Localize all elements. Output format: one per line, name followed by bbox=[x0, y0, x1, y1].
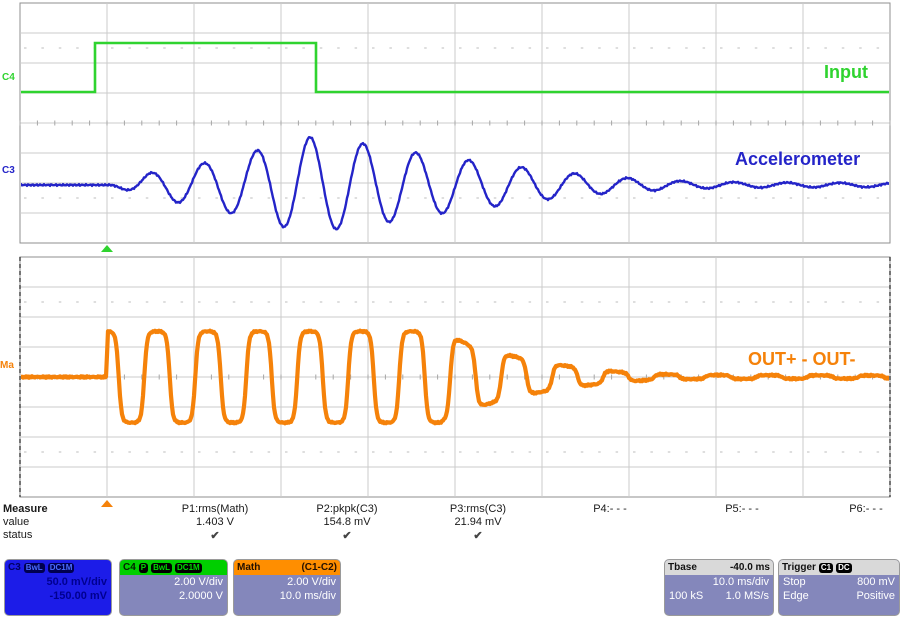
c4-descriptor-box[interactable]: C4 P BwL DC1M 2.00 V/div 2.0000 V bbox=[119, 559, 228, 616]
c4-scale: 2.00 V/div bbox=[174, 576, 223, 588]
c4-descriptor-header: C4 P BwL DC1M bbox=[120, 560, 227, 575]
trigger-level: 800 mV bbox=[857, 576, 895, 588]
measure-status-check: ✔ bbox=[473, 530, 483, 542]
trigger-marker-bottom[interactable] bbox=[101, 500, 113, 507]
measure-value bbox=[801, 516, 904, 529]
output-trace-label: OUT+ - OUT- bbox=[748, 349, 856, 369]
math-source: (C1-C2) bbox=[301, 562, 337, 573]
trigger-name: Trigger bbox=[782, 562, 816, 573]
measure-item-p3[interactable]: P3:rms(C3) 21.94 mV ✔ bbox=[413, 503, 543, 542]
measure-value: 21.94 mV bbox=[454, 516, 502, 528]
trigger-mode: Stop bbox=[783, 576, 806, 588]
measure-label: P5:- - - bbox=[725, 503, 759, 515]
timebase-offset: -40.0 ms bbox=[729, 562, 770, 573]
c4-offset: 2.0000 V bbox=[178, 590, 223, 602]
accelerometer-trace bbox=[21, 136, 889, 231]
timebase-rate: 1.0 MS/s bbox=[725, 590, 769, 602]
measure-value bbox=[545, 516, 675, 529]
c3-offset: -150.00 mV bbox=[49, 590, 107, 602]
channel-tag-c3: C3 bbox=[2, 165, 15, 176]
c3-coupling-badge: DC1M bbox=[47, 562, 75, 573]
c4-channel-name: C4 bbox=[123, 562, 136, 573]
c3-descriptor-header: C3 BwL DC1M bbox=[5, 560, 111, 575]
trigger-mode-row: Stop 800 mV bbox=[779, 575, 899, 589]
trigger-type-row: Edge Positive bbox=[779, 589, 899, 603]
measure-item-p2[interactable]: P2:pkpk(C3) 154.8 mV ✔ bbox=[282, 503, 412, 542]
math-timebase: 10.0 ms/div bbox=[279, 590, 336, 602]
timebase-sampling: 100 kS 1.0 MS/s bbox=[665, 589, 773, 603]
timebase-scale: 10.0 ms/div bbox=[712, 576, 769, 588]
measure-status-check bbox=[545, 529, 675, 542]
measure-status-check: ✔ bbox=[342, 530, 352, 542]
math-descriptor-header: Math (C1-C2) bbox=[234, 560, 340, 575]
trigger-marker-top[interactable] bbox=[101, 245, 113, 252]
measure-value: 1.403 V bbox=[196, 516, 234, 528]
measure-value-row-label: value bbox=[3, 516, 30, 528]
channel-tag-math: Ma bbox=[0, 360, 14, 371]
c4-coupling-badge: DC1M bbox=[175, 562, 202, 573]
math-scale: 2.00 V/div bbox=[287, 576, 336, 588]
measure-status-check bbox=[801, 529, 904, 542]
measure-status-check bbox=[677, 529, 807, 542]
measure-panel: Measure value status P1:rms(Math) 1.403 … bbox=[0, 503, 904, 547]
math-descriptor-box[interactable]: Math (C1-C2) 2.00 V/div 10.0 ms/div bbox=[233, 559, 341, 616]
accelerometer-trace-label: Accelerometer bbox=[735, 149, 861, 169]
trigger-coupling-badge: DC bbox=[836, 562, 852, 573]
timebase-name: Tbase bbox=[668, 562, 697, 573]
c3-descriptor-box[interactable]: C3 BwL DC1M 50.0 mV/div -150.00 mV bbox=[4, 559, 112, 616]
measure-item-p6[interactable]: P6:- - - bbox=[801, 503, 904, 542]
c3-scale: 50.0 mV/div bbox=[46, 576, 107, 588]
c4-bandwidth-badge: BwL bbox=[151, 562, 173, 573]
measure-row-headers: Measure value status bbox=[3, 503, 48, 542]
timebase-descriptor-box[interactable]: Tbase -40.0 ms 10.0 ms/div 100 kS 1.0 MS… bbox=[664, 559, 774, 616]
c3-channel-name: C3 bbox=[8, 562, 21, 573]
channel-tag-c4: C4 bbox=[2, 72, 15, 83]
c3-bandwidth-badge: BwL bbox=[23, 562, 45, 573]
measure-value: 154.8 mV bbox=[323, 516, 371, 528]
measure-item-p1[interactable]: P1:rms(Math) 1.403 V ✔ bbox=[150, 503, 280, 542]
math-name: Math bbox=[237, 562, 261, 573]
waveform-display bbox=[19, 2, 891, 507]
trigger-type: Edge bbox=[783, 590, 809, 602]
measure-label: P6:- - - bbox=[849, 503, 883, 515]
timebase-header: Tbase -40.0 ms bbox=[665, 560, 773, 575]
measure-item-p5[interactable]: P5:- - - bbox=[677, 503, 807, 542]
input-trace bbox=[21, 41, 889, 94]
trigger-slope: Positive bbox=[856, 590, 895, 602]
measure-item-p4[interactable]: P4:- - - bbox=[545, 503, 675, 542]
measure-value bbox=[677, 516, 807, 529]
trigger-descriptor-box[interactable]: Trigger C1 DC Stop 800 mV Edge Positive bbox=[778, 559, 900, 616]
measure-status-row-label: status bbox=[3, 529, 33, 541]
timebase-samples: 100 kS bbox=[669, 590, 704, 602]
measure-label: P2:pkpk(C3) bbox=[316, 503, 378, 515]
trigger-source-badge: C1 bbox=[818, 562, 834, 573]
trigger-header: Trigger C1 DC bbox=[779, 560, 899, 575]
measure-label: P4:- - - bbox=[593, 503, 627, 515]
measure-label: P1:rms(Math) bbox=[181, 503, 249, 515]
measure-title: Measure bbox=[3, 503, 48, 515]
math-trace bbox=[21, 328, 889, 426]
measure-status-check: ✔ bbox=[210, 530, 220, 542]
measure-label: P3:rms(C3) bbox=[449, 503, 507, 515]
input-trace-label: Input bbox=[824, 62, 868, 82]
c4-probe-badge: P bbox=[138, 562, 149, 573]
